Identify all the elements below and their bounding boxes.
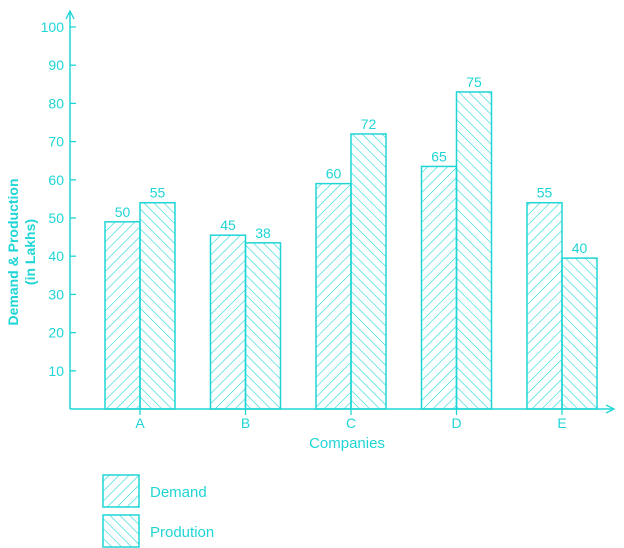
bar-demand-b <box>209 234 247 410</box>
x-axis-title: Companies <box>309 435 385 452</box>
x-tick-label: B <box>241 415 250 431</box>
x-axis-arrow <box>605 404 616 414</box>
y-axis-title-line1: Demand & Production <box>5 178 21 325</box>
bar-value-labels: 50 55 45 38 60 72 65 75 55 40 <box>115 74 588 256</box>
legend-swatch-demand <box>102 474 140 508</box>
y-tick-label: 60 <box>48 172 64 188</box>
y-axis-arrow <box>65 9 75 20</box>
y-tick-label: 40 <box>48 248 64 264</box>
bar-value-label: 55 <box>150 185 166 201</box>
bars <box>104 91 598 410</box>
bar-value-label: 55 <box>537 185 553 201</box>
y-axis-title: Demand & Production (in Lakhs) <box>5 178 38 325</box>
bar-value-label: 72 <box>361 116 377 132</box>
y-tick-label: 80 <box>48 95 64 111</box>
bar-value-label: 40 <box>572 240 588 256</box>
y-axis-title-line2: (in Lakhs) <box>22 219 38 285</box>
y-tick-label: 90 <box>48 57 64 73</box>
bar-prodution-e <box>561 257 598 410</box>
y-axis-ticks: 10 20 30 40 50 60 70 80 90 100 <box>41 19 76 379</box>
y-tick-label: 100 <box>41 19 65 35</box>
y-tick-label: 10 <box>48 363 64 379</box>
y-tick-label: 30 <box>48 286 64 302</box>
bar-demand-e <box>526 201 563 410</box>
y-tick-label: 50 <box>48 210 64 226</box>
legend-label-demand: Demand <box>150 484 207 501</box>
bar-prodution-c <box>350 133 387 410</box>
bar-prodution-d <box>455 91 493 410</box>
x-tick-label: C <box>346 415 356 431</box>
bar-demand-a <box>104 221 141 410</box>
bar-value-label: 50 <box>115 204 131 220</box>
bar-value-label: 65 <box>431 148 447 164</box>
bar-demand-d <box>420 165 458 410</box>
y-tick-label: 70 <box>48 134 64 150</box>
x-tick-label: E <box>557 415 566 431</box>
legend: Demand Prodution <box>102 474 214 548</box>
x-tick-label: D <box>451 415 461 431</box>
bar-demand-c <box>315 182 352 410</box>
bar-value-label: 38 <box>255 225 271 241</box>
bar-value-label: 60 <box>326 166 342 182</box>
legend-swatch-production <box>102 514 140 548</box>
bar-prodution-b <box>244 242 282 410</box>
bar-prodution-a <box>139 201 176 410</box>
bar-value-label: 75 <box>466 74 482 90</box>
legend-label-production: Prodution <box>150 524 214 541</box>
bar-value-label: 45 <box>220 217 236 233</box>
y-tick-label: 20 <box>48 325 64 341</box>
x-axis-ticks: A B C D E <box>135 409 567 431</box>
x-tick-label: A <box>135 415 145 431</box>
